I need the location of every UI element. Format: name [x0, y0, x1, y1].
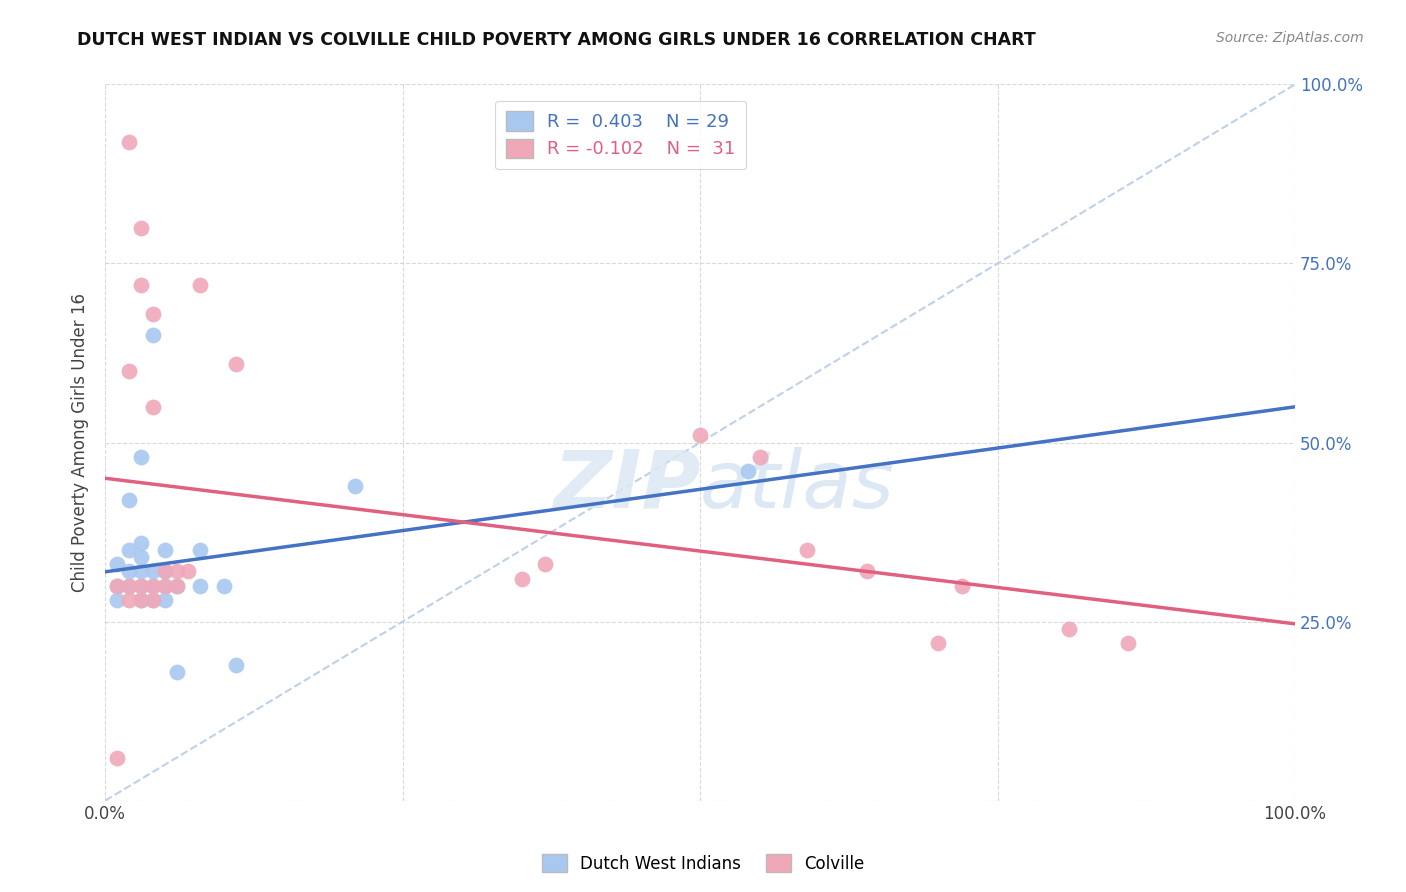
Point — [142, 579, 165, 593]
Point — [344, 478, 367, 492]
Text: Source: ZipAtlas.com: Source: ZipAtlas.com — [1216, 31, 1364, 45]
Point — [129, 565, 152, 579]
Point — [118, 364, 141, 378]
Point — [105, 750, 128, 764]
Point — [105, 558, 128, 572]
Point — [510, 572, 533, 586]
Point — [129, 593, 152, 607]
Point — [118, 543, 141, 558]
Legend: R =  0.403    N = 29, R = -0.102    N =  31: R = 0.403 N = 29, R = -0.102 N = 31 — [495, 101, 747, 169]
Point — [748, 450, 770, 464]
Point — [118, 135, 141, 149]
Point — [118, 579, 141, 593]
Point — [129, 536, 152, 550]
Text: DUTCH WEST INDIAN VS COLVILLE CHILD POVERTY AMONG GIRLS UNDER 16 CORRELATION CHA: DUTCH WEST INDIAN VS COLVILLE CHILD POVE… — [77, 31, 1036, 49]
Point — [129, 579, 152, 593]
Point — [177, 565, 200, 579]
Point — [105, 579, 128, 593]
Point — [225, 357, 247, 371]
Point — [166, 665, 188, 679]
Point — [153, 579, 176, 593]
Point — [166, 565, 188, 579]
Point — [689, 428, 711, 442]
Point — [212, 579, 235, 593]
Point — [166, 579, 188, 593]
Point — [118, 565, 141, 579]
Point — [153, 565, 176, 579]
Point — [142, 593, 165, 607]
Point — [105, 579, 128, 593]
Point — [534, 558, 557, 572]
Point — [855, 565, 877, 579]
Text: ZIP: ZIP — [553, 447, 700, 524]
Point — [129, 579, 152, 593]
Point — [129, 277, 152, 292]
Point — [105, 593, 128, 607]
Point — [142, 565, 165, 579]
Point — [190, 277, 212, 292]
Point — [153, 565, 176, 579]
Point — [153, 543, 176, 558]
Point — [118, 492, 141, 507]
Legend: Dutch West Indians, Colville: Dutch West Indians, Colville — [534, 847, 872, 880]
Y-axis label: Child Poverty Among Girls Under 16: Child Poverty Among Girls Under 16 — [72, 293, 89, 592]
Point — [737, 464, 759, 478]
Point — [129, 220, 152, 235]
Point — [153, 593, 176, 607]
Point — [225, 657, 247, 672]
Point — [118, 593, 141, 607]
Point — [142, 593, 165, 607]
Point — [118, 579, 141, 593]
Point — [129, 450, 152, 464]
Point — [129, 593, 152, 607]
Point — [129, 550, 152, 565]
Point — [190, 579, 212, 593]
Point — [190, 543, 212, 558]
Point — [166, 579, 188, 593]
Point — [927, 636, 949, 650]
Point — [796, 543, 818, 558]
Point — [142, 328, 165, 343]
Point — [1057, 622, 1080, 636]
Point — [950, 579, 973, 593]
Point — [142, 400, 165, 414]
Text: atlas: atlas — [700, 447, 894, 524]
Point — [142, 307, 165, 321]
Point — [153, 579, 176, 593]
Point — [142, 579, 165, 593]
Point — [1118, 636, 1140, 650]
